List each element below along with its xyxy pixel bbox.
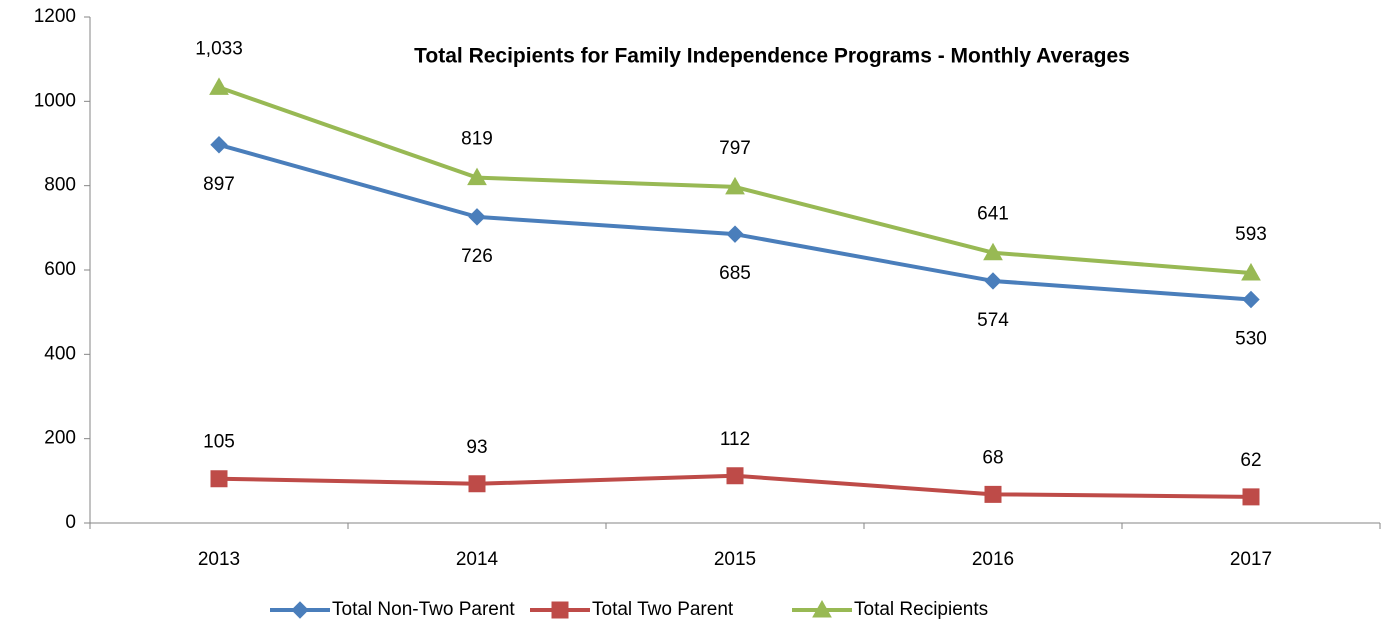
x-tick-label: 2014 xyxy=(456,549,499,570)
data-label: 112 xyxy=(720,429,750,450)
data-point xyxy=(725,176,745,195)
legend-marker xyxy=(812,599,832,618)
chart-title: Total Recipients for Family Independence… xyxy=(414,45,1130,68)
x-tick-label: 2016 xyxy=(972,549,1014,570)
y-tick-label: 1000 xyxy=(34,90,76,111)
legend-label: Total Two Parent xyxy=(592,599,734,620)
data-label: 897 xyxy=(203,174,235,195)
data-point xyxy=(468,208,486,226)
x-tick-label: 2015 xyxy=(714,549,756,570)
legend-label: Total Non-Two Parent xyxy=(332,599,515,620)
data-label: 530 xyxy=(1235,329,1267,350)
x-tick-label: 2017 xyxy=(1230,549,1272,570)
data-label: 1,033 xyxy=(195,38,243,59)
data-point xyxy=(210,470,228,488)
data-label: 641 xyxy=(977,204,1009,225)
data-point xyxy=(1242,488,1260,506)
data-label: 819 xyxy=(461,129,493,150)
data-label: 68 xyxy=(982,447,1003,468)
data-label: 574 xyxy=(977,310,1009,331)
y-tick-label: 400 xyxy=(44,343,76,364)
data-label: 797 xyxy=(719,138,751,159)
legend-marker xyxy=(291,601,309,619)
data-point xyxy=(984,485,1002,503)
y-tick-label: 1200 xyxy=(34,6,76,27)
y-tick-label: 800 xyxy=(44,175,76,196)
data-point xyxy=(468,475,486,493)
legend-marker xyxy=(551,601,569,619)
data-point xyxy=(1242,290,1260,309)
data-label: 93 xyxy=(466,437,487,458)
data-label: 726 xyxy=(461,246,493,267)
data-label: 685 xyxy=(719,263,751,284)
data-point xyxy=(467,167,487,186)
x-tick-label: 2013 xyxy=(198,549,240,570)
data-point xyxy=(983,242,1003,261)
y-tick-label: 200 xyxy=(44,428,76,449)
data-label: 62 xyxy=(1240,450,1261,471)
legend-label: Total Recipients xyxy=(854,599,988,620)
data-point xyxy=(726,225,744,243)
data-point xyxy=(1241,262,1261,281)
data-point xyxy=(726,467,744,485)
y-tick-label: 600 xyxy=(44,259,76,280)
data-point xyxy=(209,77,229,95)
data-label: 105 xyxy=(203,432,235,453)
y-tick-label: 0 xyxy=(65,512,76,533)
data-point xyxy=(210,136,228,154)
data-point xyxy=(984,272,1002,290)
data-label: 593 xyxy=(1235,224,1267,245)
